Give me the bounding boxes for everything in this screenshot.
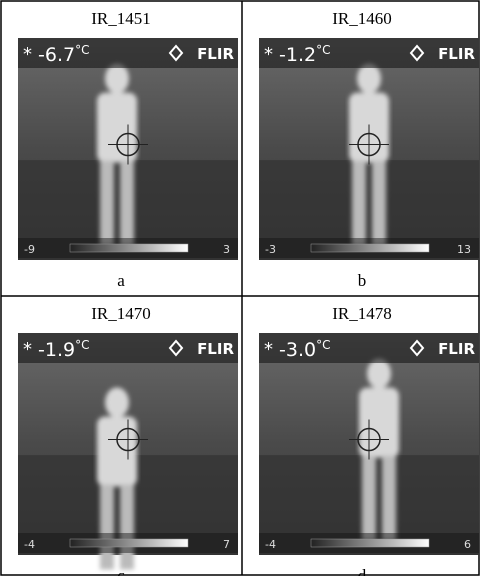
panel-title: IR_1451 bbox=[91, 9, 151, 28]
reading-value: -1.9 bbox=[38, 339, 75, 361]
reading-unit: °C bbox=[75, 43, 89, 57]
head bbox=[357, 64, 381, 94]
leg bbox=[372, 161, 386, 246]
panel-label: a bbox=[117, 271, 125, 290]
scale-max: 6 bbox=[464, 538, 471, 551]
thermal-image: * -1.9°C FLIR -4 7 bbox=[18, 333, 238, 570]
reading-value: -3.0 bbox=[279, 339, 316, 361]
panel-title: IR_1470 bbox=[91, 304, 151, 323]
marker: * bbox=[23, 44, 32, 65]
scale-bar bbox=[70, 244, 188, 252]
marker: * bbox=[23, 339, 32, 360]
leg bbox=[100, 485, 114, 570]
panel-label: b bbox=[358, 271, 367, 290]
scale-min: -3 bbox=[265, 243, 276, 256]
reading-unit: °C bbox=[316, 338, 330, 352]
reading-unit: °C bbox=[316, 43, 330, 57]
panel-label: c bbox=[117, 566, 125, 576]
scale-min: -9 bbox=[24, 243, 35, 256]
panel: IR_1470 * -1.9°C FLIR -4 7 c bbox=[18, 304, 238, 576]
panel: IR_1460 * -1.2°C FLIR -3 13 b bbox=[259, 9, 479, 290]
brand: FLIR bbox=[438, 45, 475, 63]
leg bbox=[382, 456, 396, 541]
scale-bar bbox=[70, 539, 188, 547]
thermal-image: * -6.7°C FLIR -9 3 bbox=[18, 38, 238, 260]
panel-title: IR_1460 bbox=[332, 9, 392, 28]
panel-title: IR_1478 bbox=[332, 304, 392, 323]
leg bbox=[362, 456, 376, 541]
thermal-image: * -3.0°C FLIR -4 6 bbox=[259, 333, 479, 555]
scale-bar bbox=[311, 244, 429, 252]
brand: FLIR bbox=[197, 340, 234, 358]
panel: IR_1451 * -6.7°C FLIR -9 3 a bbox=[18, 9, 238, 290]
brand: FLIR bbox=[197, 45, 234, 63]
head bbox=[105, 64, 129, 94]
scale-min: -4 bbox=[24, 538, 35, 551]
reading-unit: °C bbox=[75, 338, 89, 352]
panel-label: d bbox=[358, 566, 367, 576]
scale-max: 13 bbox=[457, 243, 471, 256]
marker: * bbox=[264, 44, 273, 65]
reading-value: -1.2 bbox=[279, 44, 316, 66]
leg bbox=[100, 161, 114, 246]
scale-max: 3 bbox=[223, 243, 230, 256]
head bbox=[105, 388, 129, 418]
torso bbox=[97, 93, 137, 163]
leg bbox=[120, 161, 134, 246]
thermal-image: * -1.2°C FLIR -3 13 bbox=[259, 38, 479, 260]
scale-min: -4 bbox=[265, 538, 276, 551]
torso bbox=[359, 388, 399, 458]
scale-bar bbox=[311, 539, 429, 547]
leg bbox=[120, 485, 134, 570]
figure: IR_1451*-6.7°CFLIR-93aIR_1460*-1.2°CFLIR… bbox=[0, 0, 480, 576]
panel: IR_1478 * -3.0°C FLIR -4 6 d bbox=[259, 304, 479, 576]
leg bbox=[352, 161, 366, 246]
head bbox=[367, 359, 391, 389]
marker: * bbox=[264, 339, 273, 360]
reading-value: -6.7 bbox=[38, 44, 75, 66]
torso bbox=[97, 417, 137, 487]
brand: FLIR bbox=[438, 340, 475, 358]
scale-max: 7 bbox=[223, 538, 230, 551]
